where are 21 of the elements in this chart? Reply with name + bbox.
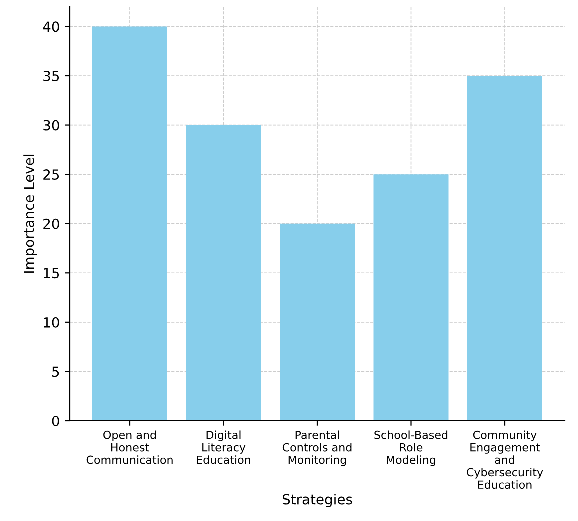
- y-tick-label: 40: [43, 22, 60, 32]
- y-tick-label: 5: [52, 366, 60, 378]
- y-tick-label: 30: [44, 120, 60, 131]
- y-tick-label: 35: [44, 70, 60, 82]
- y-tick-label: 10: [44, 317, 60, 328]
- bar: [186, 125, 262, 421]
- x-tick-label: School-Based Role Modeling: [374, 430, 448, 466]
- x-tick-label: Parental Controls and Monitoring: [282, 430, 352, 466]
- x-axis-title: Strategies: [282, 494, 352, 508]
- bar: [280, 224, 355, 421]
- bar: [92, 26, 168, 421]
- y-tick-label: 25: [44, 170, 60, 180]
- y-tick-label: 15: [44, 268, 60, 279]
- y-axis-title: Importance Level: [24, 154, 38, 273]
- y-tick-label: 20: [44, 218, 60, 230]
- bar: [468, 76, 542, 421]
- x-tick-label: Digital Literacy Education: [197, 430, 250, 464]
- x-tick-label: Community Engagement and Cybersecurity Education: [467, 430, 544, 490]
- y-tick-label: 0: [52, 416, 60, 426]
- bar: [374, 174, 449, 421]
- x-tick-label: Open and Honest Communication: [86, 430, 173, 464]
